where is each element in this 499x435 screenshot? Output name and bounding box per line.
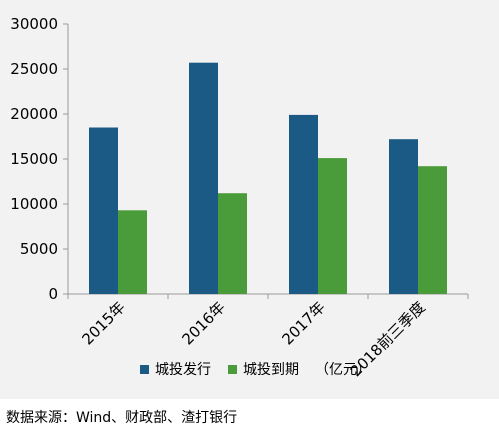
x-category-label: 2017年	[278, 298, 328, 348]
bar-issuance	[289, 114, 318, 295]
unit-label: （亿元）	[315, 362, 371, 378]
legend: 城投发行 城投到期 （亿元）	[140, 362, 371, 378]
bar-maturity	[318, 158, 347, 294]
bar-maturity	[118, 210, 147, 294]
legend-swatch-issuance	[140, 365, 149, 374]
x-category-label: 2015年	[78, 298, 128, 348]
legend-label-issuance: 城投发行	[155, 362, 211, 378]
bar-issuance	[89, 127, 118, 294]
bar-maturity	[418, 166, 447, 294]
bar-issuance	[389, 139, 418, 294]
y-tick-label: 20000	[10, 105, 58, 123]
bar-issuance	[189, 62, 218, 295]
y-tick-label: 0	[48, 285, 58, 303]
source-note: 数据来源：Wind、财政部、渣打银行	[6, 410, 238, 426]
y-tick-label: 5000	[20, 240, 58, 258]
bar-maturity	[218, 193, 247, 294]
y-tick-label: 25000	[10, 60, 58, 78]
bar-chart: 0 5000 10000 15000 20000 25000 30000 2015年 2016…	[10, 15, 469, 380]
legend-label-maturity: 城投到期	[243, 362, 299, 378]
chart-area: 0 5000 10000 15000 20000 25000 30000 2015年 2016…	[0, 0, 499, 399]
legend-swatch-maturity	[228, 365, 237, 374]
x-category-label: 2016年	[178, 298, 228, 348]
y-tick-label: 10000	[10, 195, 58, 213]
y-tick-label: 15000	[10, 150, 58, 168]
y-tick-label: 30000	[10, 15, 58, 33]
